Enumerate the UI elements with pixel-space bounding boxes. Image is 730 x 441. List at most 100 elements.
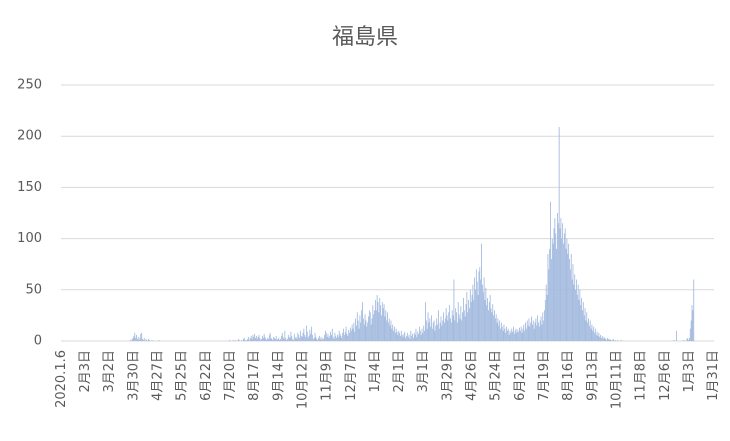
bar xyxy=(408,334,410,341)
bar xyxy=(374,300,376,341)
x-tick-label: 10月12日 xyxy=(295,350,310,409)
x-tick-label: 2月3日 xyxy=(78,350,93,393)
bar xyxy=(620,339,622,341)
bar xyxy=(346,333,348,341)
bar xyxy=(513,326,514,341)
bar xyxy=(267,337,269,341)
bar xyxy=(362,302,363,341)
bar xyxy=(494,318,496,341)
bar xyxy=(420,334,422,341)
bar xyxy=(500,322,502,341)
bar xyxy=(394,332,396,341)
bar xyxy=(243,337,245,341)
bar xyxy=(399,332,401,341)
bar xyxy=(139,337,141,341)
y-tick-label: 0 xyxy=(34,334,42,349)
bar xyxy=(557,223,559,341)
bar xyxy=(593,326,595,341)
bar xyxy=(298,334,300,341)
bar xyxy=(143,337,145,341)
bar xyxy=(490,308,492,341)
x-tick-label: 3月2日 xyxy=(102,350,117,393)
bar xyxy=(478,271,480,341)
bar xyxy=(613,338,614,341)
bar xyxy=(337,334,338,341)
bar xyxy=(373,314,375,341)
bar xyxy=(261,338,262,341)
bar xyxy=(355,318,357,341)
bar xyxy=(481,243,482,341)
bar xyxy=(609,338,611,341)
bar xyxy=(614,339,616,341)
bar xyxy=(337,336,339,341)
bar xyxy=(243,338,244,341)
bar xyxy=(140,333,142,341)
bar xyxy=(693,279,695,341)
bar xyxy=(491,312,493,341)
bar xyxy=(566,238,568,341)
bar xyxy=(326,336,328,341)
bar xyxy=(299,337,300,341)
bar xyxy=(308,335,310,341)
bar xyxy=(381,302,383,341)
bar xyxy=(254,333,256,341)
bar xyxy=(318,335,320,341)
x-tick-label: 3月29日 xyxy=(440,350,455,401)
bar xyxy=(274,337,275,341)
bar xyxy=(508,334,510,341)
bar xyxy=(253,336,255,341)
bar xyxy=(362,318,364,341)
bar xyxy=(460,306,462,341)
bar xyxy=(453,279,455,341)
bar xyxy=(367,322,369,341)
bar xyxy=(501,326,503,341)
bar xyxy=(235,339,237,341)
bar xyxy=(393,330,394,341)
bar xyxy=(531,316,532,341)
x-tick-label: 7月19日 xyxy=(537,350,552,401)
bar xyxy=(541,324,543,341)
bar xyxy=(302,332,304,341)
x-tick-label: 3月1日 xyxy=(416,350,431,393)
bar xyxy=(442,320,444,341)
bar xyxy=(561,238,563,341)
bar xyxy=(294,337,296,341)
bar xyxy=(582,310,583,341)
bar xyxy=(132,337,134,341)
bar xyxy=(489,294,491,341)
bar xyxy=(249,339,250,341)
bar xyxy=(676,330,677,341)
bar xyxy=(601,335,603,341)
bar xyxy=(481,284,483,341)
bar xyxy=(425,302,426,341)
bar xyxy=(595,334,597,341)
x-tick-label: 8月16日 xyxy=(561,350,576,401)
y-tick-label: 100 xyxy=(17,231,42,246)
bar xyxy=(318,337,319,341)
bar xyxy=(361,310,363,341)
bar xyxy=(605,338,607,341)
bar xyxy=(550,259,552,341)
bar xyxy=(475,269,477,341)
bar xyxy=(381,315,382,341)
bar xyxy=(255,337,256,341)
bar xyxy=(333,338,335,341)
bar xyxy=(334,332,336,341)
bar xyxy=(377,302,379,341)
bar xyxy=(466,291,468,341)
bar xyxy=(526,320,528,341)
bar xyxy=(521,332,523,341)
bar xyxy=(563,233,565,341)
bar xyxy=(568,243,570,341)
bar xyxy=(514,330,516,341)
bar xyxy=(431,328,433,341)
bar xyxy=(506,326,507,341)
bar xyxy=(524,330,526,341)
bar xyxy=(248,336,250,341)
bar xyxy=(325,332,327,341)
bar xyxy=(375,310,377,341)
bar xyxy=(323,338,325,341)
bar xyxy=(538,322,539,341)
bar xyxy=(604,337,606,341)
y-tick-label: 150 xyxy=(17,180,42,195)
